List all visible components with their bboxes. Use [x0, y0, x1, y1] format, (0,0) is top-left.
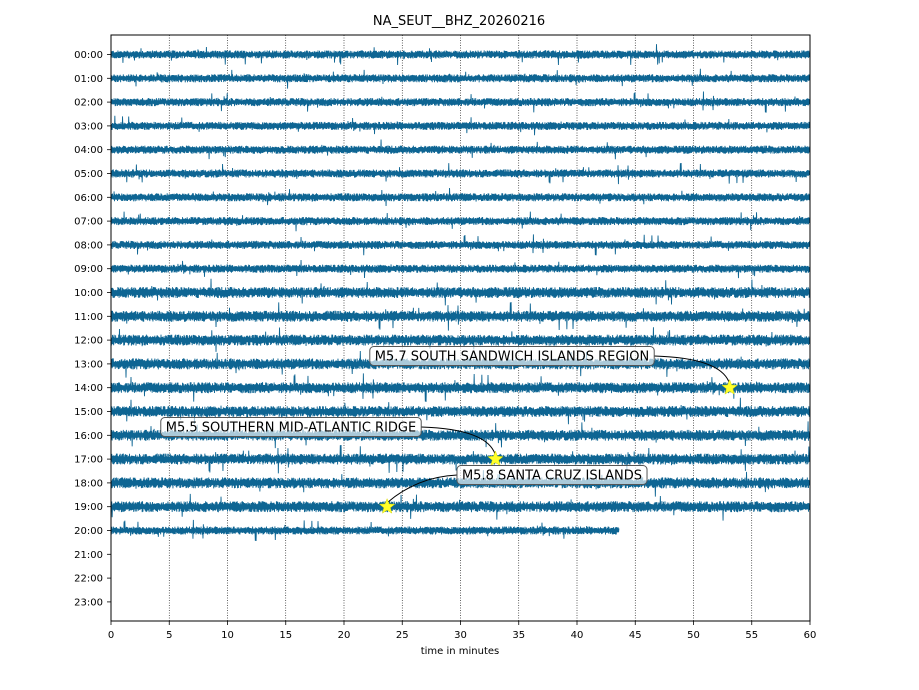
x-tick-label: 50	[687, 630, 700, 641]
trace-1900	[110, 493, 811, 521]
x-tick-label: 40	[571, 630, 584, 641]
y-tick-label: 05:00	[74, 169, 103, 180]
trace-0400	[110, 139, 811, 160]
y-tick-label: 16:00	[74, 431, 103, 442]
axes: 0 5 10 15 20 25 30 35 40 45 50 55 60 00:00 01:00 02:00 0…	[74, 34, 817, 641]
event-label: M5.5 SOUTHERN MID-ATLANTIC RIDGE	[166, 421, 416, 436]
trace-0100	[110, 68, 811, 89]
trace-2000	[110, 519, 620, 541]
grid-lines	[168, 35, 753, 621]
trace-1200	[110, 327, 811, 352]
trace-0800	[110, 234, 811, 256]
y-tick-label: 15:00	[74, 407, 103, 418]
y-tick-label: 06:00	[74, 193, 103, 204]
y-tick-label: 12:00	[74, 336, 103, 347]
y-tick-label: 17:00	[74, 455, 103, 466]
x-axis-label: time in minutes	[421, 646, 500, 657]
trace-0000	[110, 44, 811, 66]
y-tick-label: 10:00	[74, 288, 103, 299]
event-annotation: M5.7 SOUTH SANDWICH ISLANDS REGION	[369, 346, 738, 395]
x-tick-label: 25	[396, 630, 409, 641]
event-label-box	[456, 465, 648, 485]
event-label: M5.7 SOUTH SANDWICH ISLANDS REGION	[375, 350, 649, 365]
x-tick-label: 35	[512, 630, 525, 641]
event-label-box	[369, 346, 655, 366]
event-star-marker	[487, 450, 504, 467]
trace-0600	[110, 187, 811, 206]
y-tick-label: 18:00	[74, 478, 103, 489]
x-tick-label: 30	[454, 630, 467, 641]
x-tick-label: 60	[804, 630, 817, 641]
event-star-marker	[721, 378, 738, 395]
event-label-box	[160, 417, 422, 437]
y-tick-label: 11:00	[74, 312, 103, 323]
event-label: M5.8 SANTA CRUZ ISLANDS	[462, 469, 642, 484]
y-tick-label: 09:00	[74, 264, 103, 275]
trace-1400	[110, 373, 811, 402]
trace-1000	[110, 278, 811, 306]
trace-0900	[110, 260, 811, 279]
event-connector	[654, 355, 731, 384]
y-tick-label: 22:00	[74, 574, 103, 585]
y-tick-label: 02:00	[74, 98, 103, 109]
event-connector	[386, 474, 458, 504]
trace-1500	[110, 397, 811, 425]
trace-0300	[110, 115, 811, 136]
x-tick-label: 15	[279, 630, 292, 641]
event-annotation: M5.5 SOUTHERN MID-ATLANTIC RIDGE	[160, 417, 504, 467]
y-tick-label: 19:00	[74, 502, 103, 513]
x-tick-label: 45	[629, 630, 642, 641]
event-connector	[421, 426, 496, 456]
y-tick-label: 01:00	[74, 74, 103, 85]
x-tick-label: 20	[338, 630, 351, 641]
y-tick-label: 20:00	[74, 526, 103, 537]
trace-1700	[110, 444, 811, 474]
trace-0700	[110, 211, 811, 232]
x-tick-label: 0	[108, 630, 114, 641]
y-tick-label: 08:00	[74, 240, 103, 251]
x-tick-label: 5	[166, 630, 172, 641]
trace-0200	[110, 91, 811, 113]
seismic-traces	[110, 44, 811, 541]
y-tick-label: 04:00	[74, 145, 103, 156]
y-tick-label: 21:00	[74, 550, 103, 561]
trace-0500	[110, 163, 811, 185]
trace-1100	[110, 302, 811, 331]
y-tick-label: 07:00	[74, 217, 103, 228]
y-tick-label: 03:00	[74, 121, 103, 132]
x-tick-label: 10	[221, 630, 234, 641]
event-star-marker	[378, 497, 396, 514]
chart-title: NA_SEUT__BHZ_20260216	[373, 14, 545, 29]
y-tick-label: 00:00	[74, 50, 103, 61]
event-annotation: M5.8 SANTA CRUZ ISLANDS	[378, 465, 648, 514]
y-tick-label: 23:00	[74, 597, 103, 608]
trace-1600	[110, 421, 811, 449]
x-tick-label: 55	[745, 630, 758, 641]
event-annotations: M5.7 SOUTH SANDWICH ISLANDS REGION M5.5 S…	[160, 346, 738, 514]
y-tick-label: 13:00	[74, 359, 103, 370]
y-tick-label: 14:00	[74, 383, 103, 394]
